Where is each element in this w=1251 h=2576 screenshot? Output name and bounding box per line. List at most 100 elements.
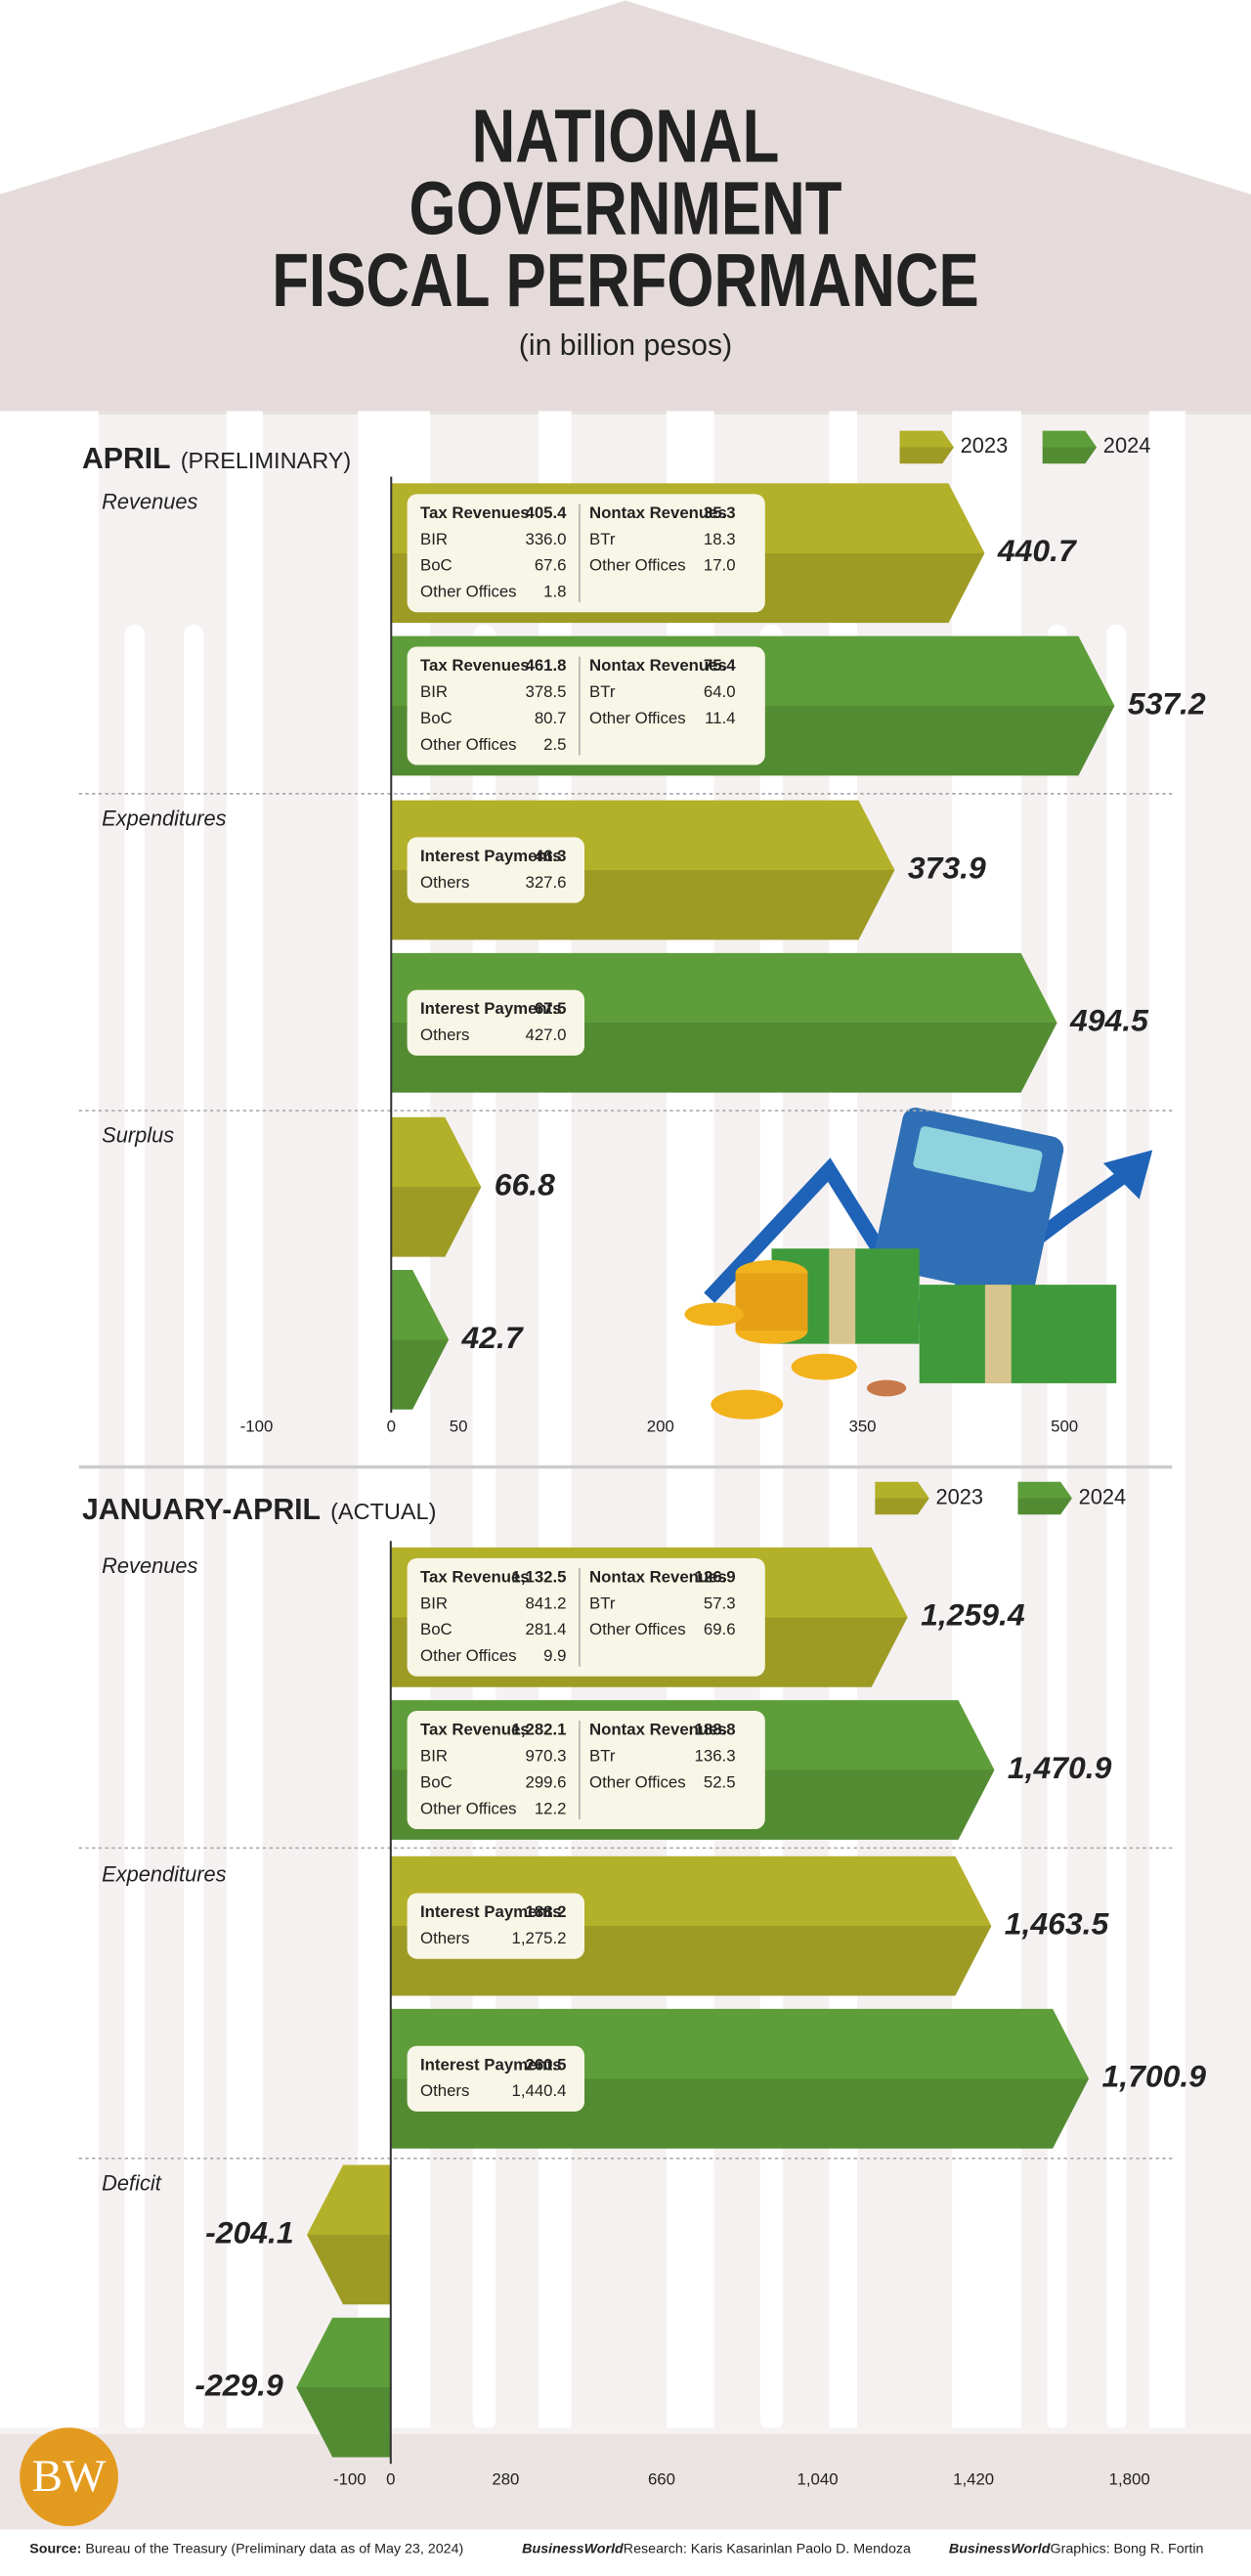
source-text: Bureau of the Treasury (Preliminary data… xyxy=(85,2541,463,2556)
breakdown-label: Other Offices xyxy=(589,556,686,575)
breakdown-box xyxy=(407,1893,585,1959)
logo xyxy=(20,2427,118,2527)
title-line: FISCAL PERFORMANCE xyxy=(272,239,978,323)
legend-swatch xyxy=(875,1481,929,1515)
breakdown-value: 136.3 xyxy=(695,1747,736,1766)
x-tick-label: 50 xyxy=(450,1418,468,1436)
breakdown-value: 970.3 xyxy=(526,1747,567,1766)
source: Source: Bureau of the Treasury (Prelimin… xyxy=(29,2541,463,2556)
title-line: NATIONAL xyxy=(472,94,780,178)
breakdown-value: 9.9 xyxy=(543,1646,566,1665)
bar xyxy=(391,952,1057,1093)
breakdown-label: BIR xyxy=(420,1747,448,1766)
category-label: Surplus xyxy=(102,1123,174,1148)
bar xyxy=(391,800,895,940)
x-tick-label: 0 xyxy=(386,2469,395,2488)
breakdown-box xyxy=(407,2045,585,2112)
legend-label: 2023 xyxy=(961,433,1009,458)
research-label: BusinessWorld xyxy=(522,2541,624,2556)
illustration xyxy=(684,1108,1153,1419)
x-tick-label: 660 xyxy=(648,2469,675,2488)
breakdown-value: 2.5 xyxy=(543,735,566,754)
category-label: Deficit xyxy=(102,2170,162,2195)
value-label: 1,259.4 xyxy=(921,1597,1025,1633)
logo-text: BW xyxy=(32,2451,107,2502)
title-line: GOVERNMENT xyxy=(409,166,841,250)
bar xyxy=(390,1856,992,1996)
breakdown-value: 299.6 xyxy=(526,1772,567,1791)
breakdown-label: BTr xyxy=(589,530,616,548)
section-subtitle: (PRELIMINARY) xyxy=(181,448,352,473)
x-tick-label: 1,420 xyxy=(953,2469,994,2488)
breakdown-value: 35.3 xyxy=(704,503,736,522)
breakdown-label: Other Offices xyxy=(420,1646,517,1665)
graphics: BusinessWorldGraphics: Bong R. Fortin xyxy=(949,2541,1204,2556)
value-label: 373.9 xyxy=(908,850,986,885)
research-text: Research: Karis Kasarinlan Paolo D. Mend… xyxy=(624,2541,911,2556)
breakdown-label: Tax Revenues xyxy=(420,656,530,675)
breakdown-value: 1,275.2 xyxy=(512,1929,567,1947)
value-label: -229.9 xyxy=(194,2368,283,2403)
breakdown-label: Other Offices xyxy=(589,1772,686,1791)
value-label: 494.5 xyxy=(1069,1003,1149,1038)
breakdown-value: 1,440.4 xyxy=(512,2081,567,2100)
breakdown-value: 75.4 xyxy=(704,656,736,675)
bar xyxy=(391,1270,450,1410)
x-tick-label: 200 xyxy=(647,1418,674,1436)
breakdown-label: Interest Payments xyxy=(420,999,562,1018)
breakdown-box xyxy=(407,837,585,903)
breakdown-value: 67.6 xyxy=(535,556,567,575)
breakdown-label: Nontax Revenues xyxy=(589,1567,727,1586)
breakdown-label: Other Offices xyxy=(420,1799,517,1817)
breakdown-label: BIR xyxy=(420,682,448,701)
value-label: 1,700.9 xyxy=(1102,2059,1207,2094)
breakdown-label: Others xyxy=(420,1929,469,1947)
category-label: Expenditures xyxy=(102,1862,226,1887)
breakdown-value: 18.3 xyxy=(704,530,736,548)
breakdown-label: Other Offices xyxy=(420,735,517,754)
value-label: 1,470.9 xyxy=(1008,1750,1112,1785)
breakdown-box xyxy=(407,1711,765,1829)
breakdown-label: Other Offices xyxy=(589,709,686,727)
breakdown-value: 80.7 xyxy=(535,709,567,727)
breakdown-label: Interest Payments xyxy=(420,1902,562,1921)
breakdown-value: 69.6 xyxy=(704,1620,736,1638)
breakdown-label: Tax Revenues xyxy=(420,503,530,522)
bar xyxy=(296,2317,391,2458)
breakdown-value: 1,282.1 xyxy=(512,1721,567,1739)
breakdown-label: Nontax Revenues xyxy=(589,656,727,675)
breakdown-value: 64.0 xyxy=(704,682,736,701)
breakdown-value: 461.8 xyxy=(526,656,567,675)
research: BusinessWorldResearch: Karis Kasarinlan … xyxy=(522,2541,911,2556)
breakdown-label: BoC xyxy=(420,1772,453,1791)
charts: APRIL (PRELIMINARY) 2023 2024 -100 0 50 200 350 5… xyxy=(78,430,1207,2488)
bar xyxy=(390,2008,1090,2149)
breakdown-value: 188.8 xyxy=(695,1721,736,1739)
breakdown-value: 126.9 xyxy=(695,1567,736,1586)
breakdown-value: 841.2 xyxy=(526,1594,567,1612)
x-tick-label: 1,800 xyxy=(1109,2469,1150,2488)
breakdown-label: Tax Revenues xyxy=(420,1567,530,1586)
section-subtitle: (ACTUAL) xyxy=(330,1499,436,1524)
subtitle: (in billion pesos) xyxy=(519,329,732,362)
breakdown-label: BTr xyxy=(589,1594,616,1612)
value-label: 66.8 xyxy=(495,1167,555,1202)
breakdown-value: 12.2 xyxy=(535,1799,567,1817)
category-label: Revenues xyxy=(102,489,197,513)
breakdown-label: BTr xyxy=(589,1747,616,1766)
value-label: 1,463.5 xyxy=(1005,1906,1110,1942)
x-tick-label: 350 xyxy=(848,1418,876,1436)
graphics-text: Graphics: Bong R. Fortin xyxy=(1051,2541,1204,2556)
legend-swatch xyxy=(1042,430,1098,464)
bar xyxy=(391,1116,482,1257)
breakdown-value: 67.5 xyxy=(535,999,567,1018)
breakdown-label: Nontax Revenues xyxy=(589,1721,727,1739)
breakdown-label: Tax Revenues xyxy=(420,1721,530,1739)
breakdown-label: BoC xyxy=(420,556,453,575)
breakdown-value: 1.8 xyxy=(543,583,566,601)
category-label: Revenues xyxy=(102,1553,197,1578)
category-label: Expenditures xyxy=(102,807,226,831)
x-tick-label: 500 xyxy=(1051,1418,1078,1436)
breakdown-label: BIR xyxy=(420,530,448,548)
